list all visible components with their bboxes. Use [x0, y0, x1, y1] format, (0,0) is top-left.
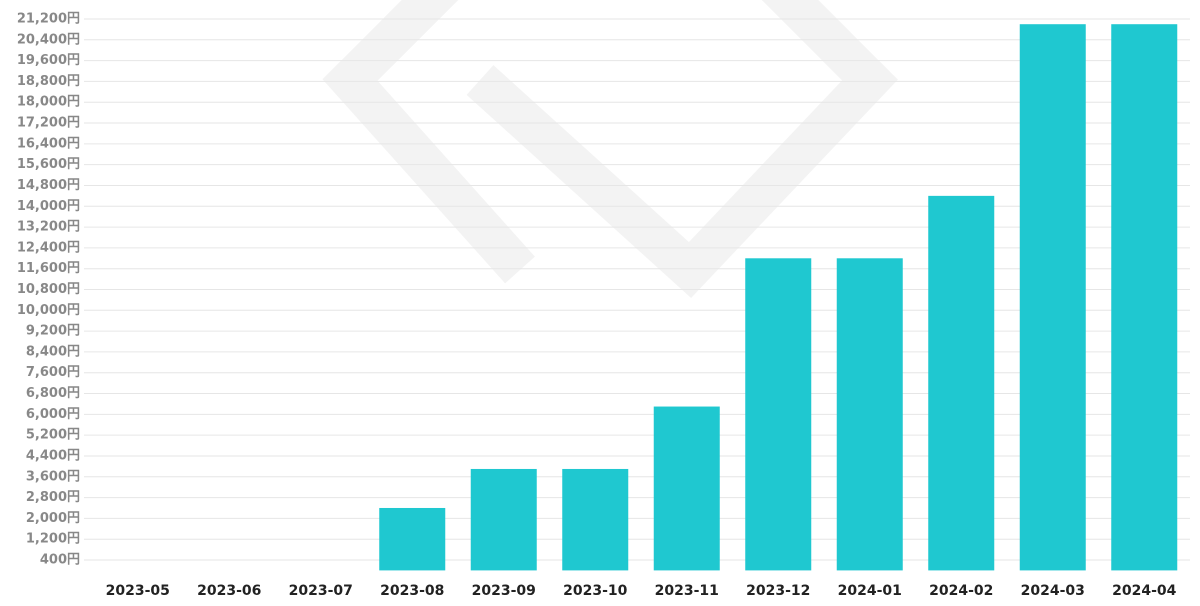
bar [745, 258, 812, 571]
x-tick-label: 2023-12 [746, 583, 810, 599]
watermark [322, 0, 898, 298]
x-tick-label: 2023-10 [563, 583, 628, 599]
y-tick-label: 13,200円 [17, 220, 80, 235]
y-tick-label: 400円 [40, 552, 80, 567]
y-tick-label: 11,600円 [17, 261, 80, 276]
x-tick-label: 2023-11 [655, 583, 719, 599]
bar [1111, 24, 1178, 571]
bar [470, 468, 537, 571]
y-tick-label: 20,400円 [17, 32, 80, 47]
y-tick-label: 2,800円 [26, 490, 80, 505]
x-tick-label: 2024-02 [929, 583, 993, 599]
y-tick-label: 3,600円 [26, 469, 80, 484]
y-tick-label: 17,200円 [17, 116, 80, 131]
x-tick-label: 2024-04 [1112, 583, 1177, 599]
x-tick-label: 2023-09 [472, 583, 536, 599]
x-tick-label: 2023-06 [197, 583, 261, 599]
y-tick-label: 5,200円 [26, 428, 80, 443]
y-tick-label: 12,400円 [17, 240, 80, 255]
y-tick-label: 10,800円 [17, 282, 80, 297]
x-tick-label: 2024-01 [838, 583, 902, 599]
y-tick-label: 18,000円 [17, 95, 80, 110]
x-tick-label: 2023-08 [380, 583, 444, 599]
y-tick-label: 7,600円 [26, 365, 80, 380]
bar [928, 195, 995, 571]
x-tick-label: 2023-05 [106, 583, 170, 599]
y-tick-label: 2,000円 [26, 511, 80, 526]
y-tick-label: 4,400円 [26, 448, 80, 463]
y-tick-label: 6,800円 [26, 386, 80, 401]
x-tick-label: 2023-07 [289, 583, 353, 599]
y-tick-label: 8,400円 [26, 344, 80, 359]
y-tick-label: 14,800円 [17, 178, 80, 193]
bar [653, 406, 720, 571]
x-tick-label: 2024-03 [1021, 583, 1085, 599]
y-tick-label: 21,200円 [17, 12, 80, 27]
y-tick-label: 18,800円 [17, 74, 80, 89]
y-tick-label: 6,000円 [26, 407, 80, 422]
bar [836, 258, 903, 571]
y-tick-label: 16,400円 [17, 136, 80, 151]
y-tick-label: 1,200円 [26, 532, 80, 547]
y-tick-label: 15,600円 [17, 157, 80, 172]
y-tick-label: 19,600円 [17, 53, 80, 68]
y-tick-label: 9,200円 [26, 324, 80, 339]
bar [1019, 24, 1086, 571]
bar [379, 507, 446, 571]
y-tick-label: 14,000円 [17, 199, 80, 214]
y-tick-label: 10,000円 [17, 303, 80, 318]
bar [562, 468, 629, 571]
